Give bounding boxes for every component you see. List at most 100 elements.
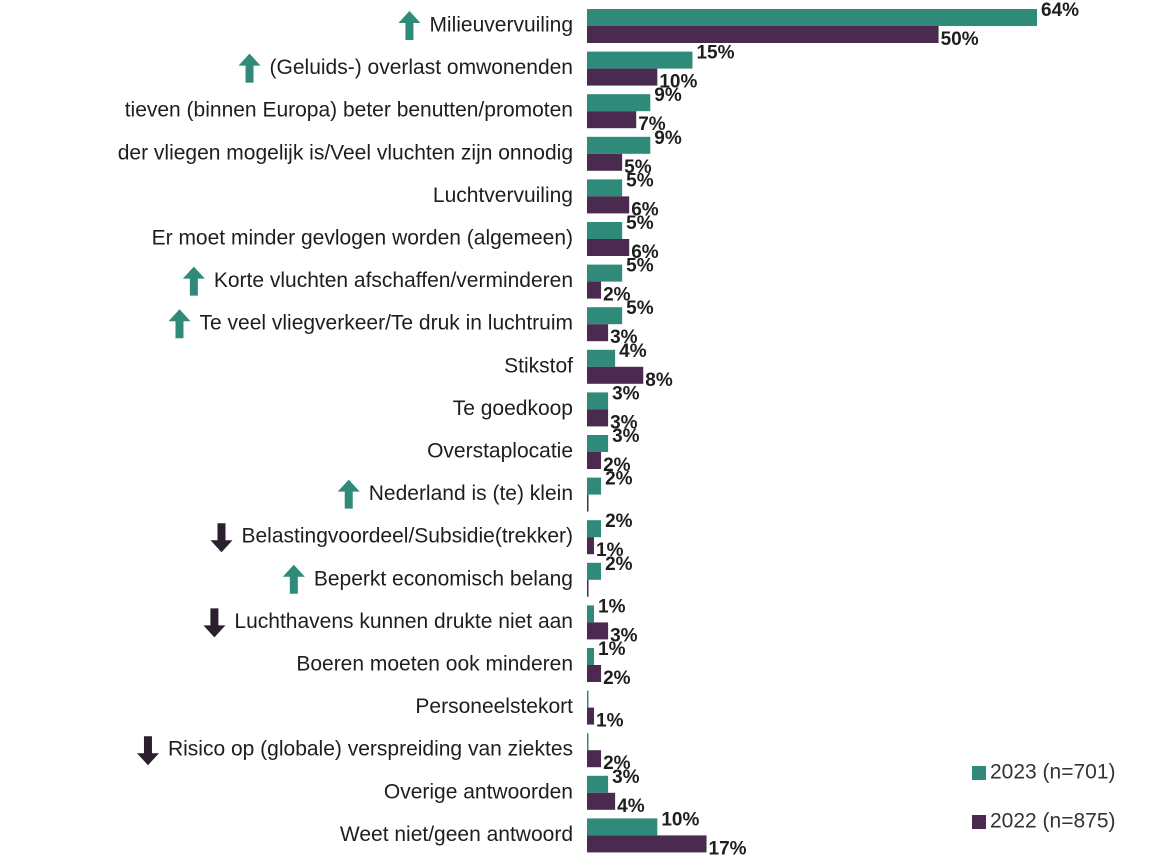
bar (587, 792, 616, 810)
value-label: 4% (619, 341, 647, 362)
bar (587, 648, 595, 665)
bar (587, 622, 609, 640)
trend-arrow (398, 11, 421, 40)
category-label: Nederland is (te) klein (369, 482, 573, 505)
value-label: 10% (659, 72, 697, 93)
bar (587, 665, 602, 682)
bar (587, 264, 623, 282)
category-label: (Geluids-) overlast omwonenden (270, 56, 573, 79)
bar (587, 818, 658, 836)
value-label: 17% (709, 838, 747, 858)
category-label: der vliegen mogelijk is/Veel vluchten zi… (118, 141, 573, 164)
bar (587, 179, 623, 197)
value-label: 2% (603, 285, 631, 306)
value-label: 1% (596, 540, 624, 561)
category-label: Korte vluchten afschaffen/verminderen (214, 269, 573, 292)
bar (587, 26, 939, 43)
trend-arrow (168, 309, 191, 339)
value-label: 5% (626, 298, 654, 319)
trend-arrow (203, 608, 226, 638)
bar (587, 9, 1037, 26)
category-label: Boeren moeten ook minderen (296, 653, 573, 676)
value-label: 2% (605, 554, 633, 575)
bar (587, 477, 602, 495)
value-label: 2% (603, 455, 631, 476)
value-label: 2% (603, 753, 631, 774)
legend-swatch (972, 766, 986, 780)
category-label: Milieuvervuiling (429, 14, 573, 37)
value-label: 1% (598, 639, 626, 660)
value-label: 1% (596, 711, 624, 732)
bar (587, 68, 658, 86)
value-label: 64% (1041, 0, 1079, 21)
value-label: 15% (696, 43, 734, 64)
value-label: 2% (603, 668, 631, 689)
legend-label: 2022 (n=875) (990, 810, 1116, 833)
bar (587, 94, 651, 112)
category-label: Personeelstekort (415, 695, 573, 718)
bar (587, 562, 602, 580)
value-label: 9% (654, 128, 682, 149)
value-label: 3% (612, 383, 640, 404)
bar (587, 835, 707, 853)
bar (587, 435, 609, 452)
category-label: Luchthavens kunnen drukte niet aan (234, 610, 573, 633)
trend-arrow (182, 266, 205, 296)
value-label: 3% (610, 412, 638, 433)
value-label: 8% (645, 370, 673, 391)
category-label: Te veel vliegverkeer/Te druk in luchtrui… (200, 312, 574, 335)
bar (587, 153, 623, 171)
bar (587, 707, 595, 725)
bar (587, 51, 693, 69)
value-label: 5% (626, 213, 654, 234)
value-label: 6% (631, 242, 659, 263)
value-label: 5% (626, 256, 654, 277)
value-label: 50% (941, 29, 979, 50)
value-label: 6% (631, 199, 659, 220)
category-label: Belastingvoordeel/Subsidie(trekker) (242, 525, 574, 548)
category-label: Te goedkoop (453, 397, 573, 420)
bar (587, 366, 644, 384)
bar (587, 452, 602, 469)
legend-label: 2023 (n=701) (990, 761, 1116, 784)
trend-arrow (210, 523, 233, 553)
trend-arrow (136, 736, 159, 766)
legend-swatch (972, 815, 986, 829)
value-label: 7% (638, 114, 666, 135)
bar (587, 537, 595, 555)
bar (587, 409, 609, 427)
value-label: 3% (610, 625, 638, 646)
bar (587, 775, 609, 793)
category-label: Stikstof (504, 354, 573, 377)
bar (587, 349, 616, 367)
value-label: 3% (612, 426, 640, 447)
category-label: Overstaplocatie (427, 440, 573, 463)
category-label: Er moet minder gevlogen worden (algemeen… (152, 227, 573, 250)
value-label: 2% (605, 469, 633, 490)
bar (587, 750, 602, 768)
bar (587, 281, 602, 299)
value-label: 3% (612, 767, 640, 788)
bar (587, 324, 609, 342)
bar (587, 136, 651, 154)
trend-arrow (337, 479, 360, 509)
value-label: 5% (626, 170, 654, 191)
bar (587, 579, 589, 597)
bar (587, 690, 589, 708)
bar (587, 239, 630, 256)
bar (587, 520, 602, 538)
trend-arrow (238, 53, 261, 83)
bar (587, 733, 589, 751)
bar (587, 111, 637, 129)
category-label: Beperkt economisch belang (314, 567, 573, 590)
bar (587, 222, 623, 239)
bar (587, 494, 589, 512)
trend-arrow (282, 564, 305, 594)
value-label: 10% (661, 809, 699, 830)
bar (587, 307, 623, 325)
bar (587, 196, 630, 214)
value-label: 9% (654, 85, 682, 106)
value-label: 3% (610, 327, 638, 348)
category-label: Overige antwoorden (384, 780, 573, 803)
